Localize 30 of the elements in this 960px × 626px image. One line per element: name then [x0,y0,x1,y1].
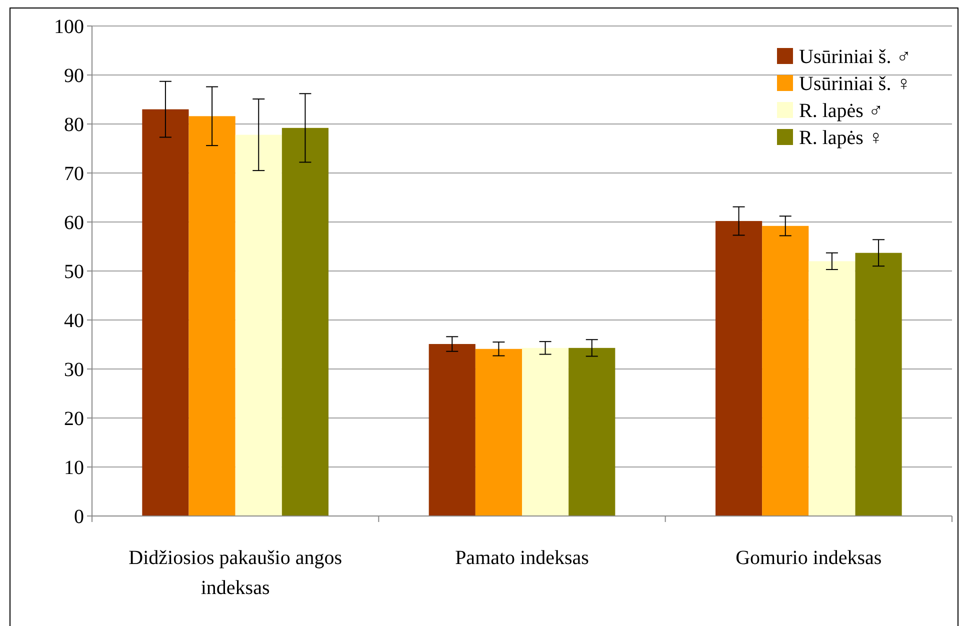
y-tick-label: 80 [64,114,84,136]
bar [142,109,189,516]
bar [188,116,236,516]
x-tick-label: Didžiosios pakaušio angos indeksas [128,547,342,599]
y-tick-label: 50 [64,261,84,283]
legend-label: R. lapės ♂ [799,100,884,122]
bar [808,261,856,516]
bar [282,128,328,516]
y-tick-label: 60 [64,212,84,234]
y-tick-label: 90 [64,65,84,87]
legend-label: Usūriniai š. ♀ [799,73,912,95]
y-tick-label: 0 [74,506,84,528]
y-tick-label: 30 [64,359,84,381]
bar [428,344,476,516]
x-tick-label: Pamato indeksas [455,547,590,569]
bar [762,226,809,516]
bar [568,348,616,516]
legend-label: R. lapės ♀ [799,127,884,149]
bar [522,348,569,516]
y-tick-label: 20 [64,408,84,430]
bar [716,221,762,516]
y-tick-label: 100 [54,16,84,38]
y-tick-label: 10 [64,457,84,479]
legend-label: Usūriniai š. ♂ [799,46,912,68]
bar [855,252,902,516]
y-tick-label: 70 [64,163,84,185]
y-tick-label: 40 [64,310,84,332]
x-tick-label: Gomurio indeksas [736,547,882,569]
bar [475,348,522,516]
bar [235,134,282,516]
